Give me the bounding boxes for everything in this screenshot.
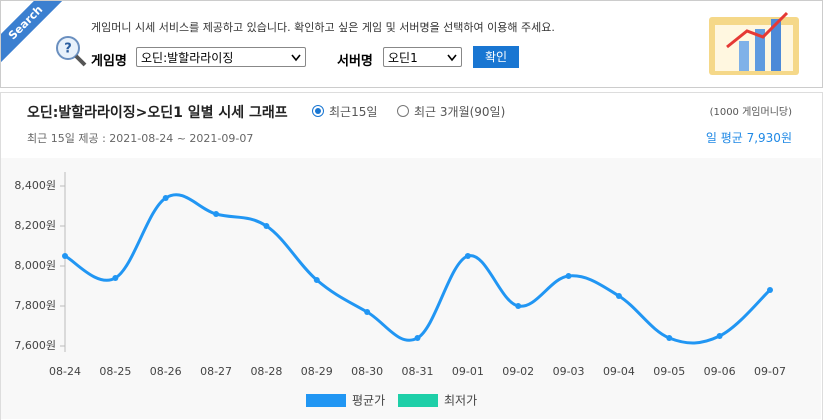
legend-swatch <box>398 394 438 407</box>
x-tick-label: 09-03 <box>553 365 585 378</box>
y-tick-label: 8,200원 <box>14 219 56 232</box>
help-icon: ? <box>56 36 87 67</box>
data-point <box>565 273 572 279</box>
daily-average: 일 평균 7,930원 <box>705 131 792 145</box>
chart-background <box>1 158 821 419</box>
chart-panel: 오딘:발할라라이징>오딘1 일별 시세 그래프 최근15일 최근 3개월(90일)… <box>0 92 823 420</box>
x-tick-label: 08-26 <box>150 365 182 378</box>
x-tick-label: 08-31 <box>402 365 434 378</box>
x-tick-label: 08-25 <box>99 365 131 378</box>
y-tick-label: 7,600원 <box>14 339 56 352</box>
data-point <box>414 335 421 341</box>
y-tick-label: 8,400원 <box>14 179 56 192</box>
data-point <box>716 333 723 339</box>
data-point <box>62 253 68 259</box>
illustration <box>709 11 799 75</box>
radio-label: 최근 3개월(90일) <box>414 105 506 119</box>
server-value: 오딘1 <box>388 51 418 65</box>
notice: 게임머니 시세 서비스를 제공하고 있습니다. 확인하고 싶은 게임 및 서버명… <box>91 21 555 34</box>
data-point <box>767 287 773 293</box>
search-box: Search 게임머니 시세 서비스를 제공하고 있습니다. 확인하고 싶은 게… <box>0 0 823 88</box>
x-tick-label: 08-27 <box>200 365 232 378</box>
data-point <box>464 253 471 259</box>
legend-label: 최저가 <box>444 394 477 408</box>
data-point <box>162 195 169 201</box>
server-select[interactable]: 오딘1 <box>383 47 462 67</box>
radio-circle <box>312 105 324 117</box>
radio-option[interactable]: 최근15일 <box>311 103 377 120</box>
x-tick-label: 09-02 <box>502 365 534 378</box>
x-tick-label: 09-07 <box>754 365 786 378</box>
legend-swatch <box>306 394 346 407</box>
x-tick-label: 09-04 <box>603 365 635 378</box>
chart: 7,600원 7,800원 8,000원 8,200원 8,400원 08-24 08-25… <box>1 158 821 419</box>
data-point <box>112 275 119 281</box>
x-tick-label: 08-30 <box>351 365 383 378</box>
unit-note: (1000 게임머니당) <box>709 107 792 118</box>
game-label: 게임명 <box>91 54 127 69</box>
x-tick-label: 09-01 <box>452 365 484 378</box>
legend-label: 평균가 <box>352 394 385 408</box>
server-label: 서버명 <box>337 54 373 69</box>
data-point <box>213 211 220 217</box>
data-point <box>615 293 622 299</box>
period: 최근 15일 제공 : 2021-08-24 ~ 2021-09-07 <box>27 132 254 145</box>
x-tick-label: 09-05 <box>653 365 685 378</box>
game-value: 오딘:발할라라이징 <box>141 51 234 65</box>
confirm-button[interactable]: 확인 <box>473 46 519 68</box>
radio-label: 최근15일 <box>329 105 378 119</box>
x-tick-label: 08-24 <box>49 365 81 378</box>
data-point <box>515 303 522 309</box>
game-select[interactable]: 오딘:발할라라이징 <box>136 47 306 67</box>
data-point <box>364 309 371 315</box>
radio-option[interactable]: 최근 3개월(90일) <box>396 103 505 120</box>
svg-text:?: ? <box>64 42 72 57</box>
panel-heading: 오딘:발할라라이징>오딘1 일별 시세 그래프 <box>27 105 288 121</box>
x-tick-label: 09-06 <box>704 365 736 378</box>
y-tick-label: 8,000원 <box>14 259 56 272</box>
data-point <box>263 223 270 229</box>
data-point <box>313 277 320 283</box>
x-tick-label: 08-28 <box>250 365 282 378</box>
y-tick-label: 7,800원 <box>14 299 56 312</box>
data-point <box>666 335 673 341</box>
radio-circle <box>397 105 409 117</box>
x-tick-label: 08-29 <box>301 365 333 378</box>
